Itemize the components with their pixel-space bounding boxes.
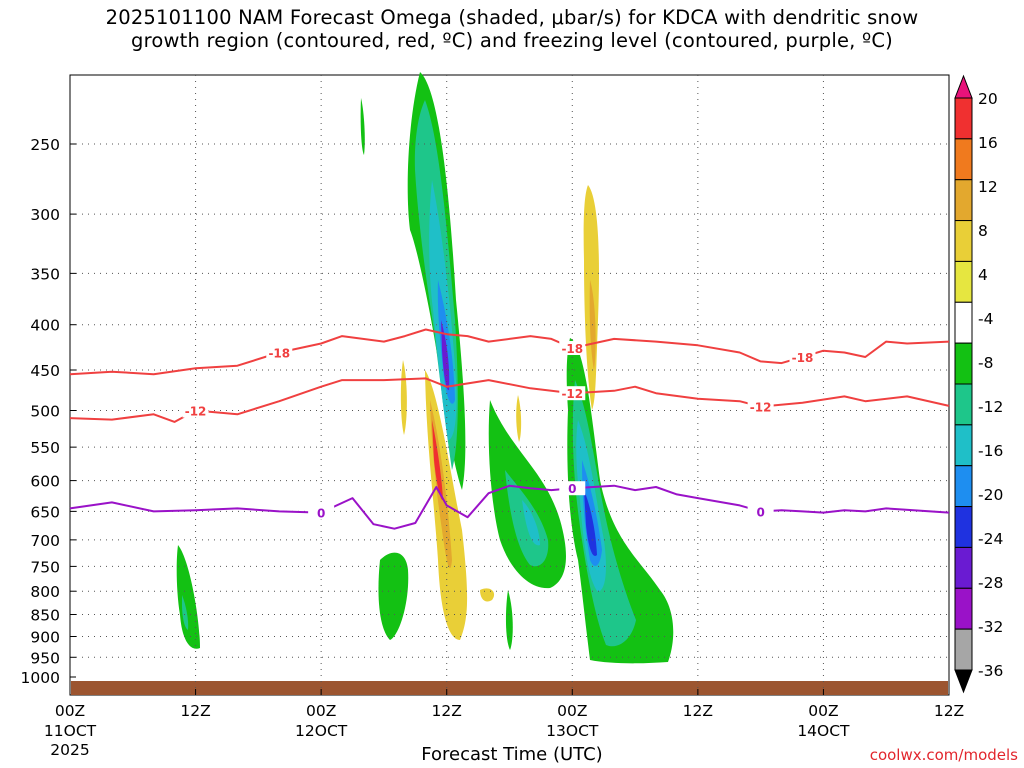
y-tick-label-600: 600 — [30, 473, 60, 491]
colorbar-box-11 — [954, 506, 973, 548]
credit-text: coolwx.com/models — [869, 746, 1018, 764]
x-tick-label-0: 00Z — [55, 702, 85, 720]
omega-thin-strip — [360, 98, 365, 155]
colorbar-label-3: 8 — [978, 222, 988, 240]
colorbar-box-7 — [954, 342, 973, 385]
colorbar-label-8: -16 — [978, 442, 1003, 460]
y-tick-label-850: 850 — [30, 607, 60, 625]
x-tick-sub2-0: 2025 — [50, 741, 89, 759]
terrain-band — [71, 681, 948, 695]
contour-label-bg-0-2 — [789, 349, 816, 364]
x-tick-sub-0: 11OCT — [44, 722, 97, 740]
colorbar-label-0: 20 — [978, 90, 998, 108]
colorbar-box-1 — [954, 97, 973, 140]
colorbar-bottom-arrow — [954, 669, 973, 694]
contour-label-0-1: -18 — [561, 342, 583, 356]
contour-label-2-2: 0 — [756, 505, 764, 519]
x-tick-label-12: 12Z — [180, 702, 210, 720]
y-tick-label-700: 700 — [30, 532, 60, 550]
contour-label-bg-1-2 — [747, 399, 774, 414]
y-tick-label-800: 800 — [30, 583, 60, 601]
contour-label-bg-0-1 — [559, 341, 586, 356]
chart-title-line-1: 2025101100 NAM Forecast Omega (shaded, μ… — [105, 6, 919, 29]
y-tick-label-1000: 1000 — [21, 669, 60, 687]
omega-ascent-18z — [378, 552, 409, 640]
x-tick-sub-24: 12OCT — [295, 722, 348, 740]
colorbar-top-arrow — [954, 74, 973, 99]
y-tick-label-750: 750 — [30, 558, 60, 576]
colorbar-label-6: -8 — [978, 354, 993, 372]
contour-label-1-0: -12 — [185, 405, 207, 419]
contour-label-0-2: -18 — [792, 351, 814, 365]
colorbar-label-7: -12 — [978, 398, 1003, 416]
colorbar-label-1: 16 — [978, 134, 998, 152]
omega-ascent-sliver — [505, 590, 513, 650]
x-axis-label: Forecast Time (UTC) — [421, 744, 603, 765]
colorbar-box-3 — [954, 179, 973, 222]
contour-label-bg-1-1 — [559, 386, 586, 401]
colorbar-box-12 — [954, 546, 973, 589]
contour-label-2-0: 0 — [317, 507, 325, 521]
y-tick-label-300: 300 — [30, 206, 60, 224]
y-tick-label-550: 550 — [30, 439, 60, 457]
x-tick-sub-48: 13OCT — [546, 722, 599, 740]
colorbar-box-13 — [954, 587, 973, 630]
contour-label-0-0: -18 — [268, 347, 290, 361]
colorbar-box-4 — [954, 220, 973, 262]
omega-tower-ring3 — [437, 280, 455, 404]
chart-title: 2025101100 NAM Forecast Omega (shaded, μ… — [0, 6, 1024, 52]
omega-ascent-00z-ring1 — [572, 380, 636, 647]
y-tick-label-650: 650 — [30, 503, 60, 521]
y-tick-label-250: 250 — [30, 136, 60, 154]
colorbar-box-2 — [954, 138, 973, 181]
colorbar-label-10: -24 — [978, 530, 1003, 548]
colorbar-label-4: 4 — [978, 266, 988, 284]
y-tick-label-400: 400 — [30, 317, 60, 335]
x-tick-label-24: 00Z — [306, 702, 336, 720]
x-tick-label-36: 12Z — [432, 702, 462, 720]
omega-ascent-00z-core — [584, 490, 597, 556]
colorbar-box-8 — [954, 383, 973, 426]
y-tick-label-450: 450 — [30, 362, 60, 380]
omega-tower-core — [441, 320, 450, 391]
contour-label-bg-2-1 — [559, 481, 586, 496]
omega-descent-core — [432, 420, 443, 501]
colorbar-box-14 — [954, 628, 973, 671]
chart-title-line-2: growth region (contoured, red, ºC) and f… — [131, 29, 893, 52]
x-tick-label-72: 00Z — [808, 702, 838, 720]
colorbar-box-5 — [954, 260, 973, 303]
contour-label-bg-2-2 — [747, 504, 774, 519]
omega-ascent-06z — [176, 545, 200, 649]
colorbar-label-12: -32 — [978, 618, 1003, 636]
colorbar-label-5: -4 — [978, 310, 993, 328]
y-tick-label-500: 500 — [30, 403, 60, 421]
contour-2 — [69, 484, 950, 530]
y-tick-label-350: 350 — [30, 265, 60, 283]
y-tick-label-900: 900 — [30, 628, 60, 646]
contour-label-2-1: 0 — [568, 482, 576, 496]
contour-label-1-2: -12 — [750, 401, 772, 415]
x-tick-label-48: 00Z — [557, 702, 587, 720]
colorbar-box-6 — [954, 301, 973, 344]
colorbar-label-9: -20 — [978, 486, 1003, 504]
contour-label-bg-1-0 — [182, 403, 209, 418]
omega-ascent-06z-core — [182, 595, 189, 630]
colorbar-label-2: 12 — [978, 178, 998, 196]
colorbar-label-13: -36 — [978, 662, 1003, 680]
colorbar-box-9 — [954, 424, 973, 467]
colorbar-label-11: -28 — [978, 574, 1003, 592]
colorbar-box-10 — [954, 465, 973, 508]
y-tick-label-950: 950 — [30, 649, 60, 667]
x-tick-label-84: 12Z — [934, 702, 964, 720]
contour-label-bg-0-0 — [266, 345, 293, 360]
x-tick-sub-72: 14OCT — [797, 722, 850, 740]
contour-label-1-1: -12 — [561, 387, 583, 401]
contour-label-bg-2-0 — [308, 505, 335, 520]
omega-descent-thin2 — [516, 395, 522, 442]
x-tick-label-60: 12Z — [683, 702, 713, 720]
